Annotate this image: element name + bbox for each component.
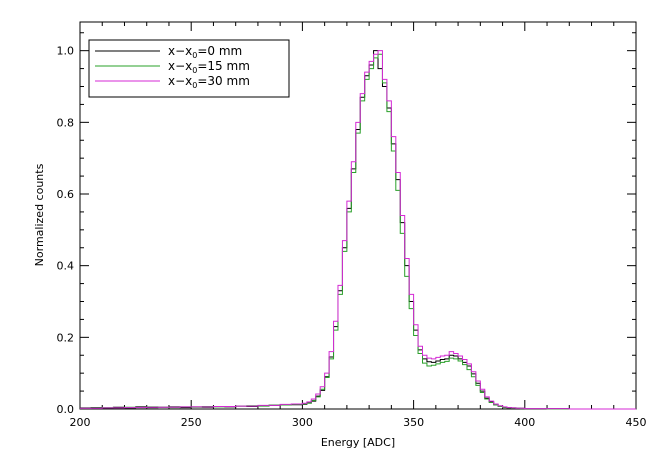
series-line-2	[80, 50, 636, 410]
legend: x−x0=0 mmx−x0=15 mmx−x0=30 mm	[88, 39, 290, 98]
y-tick-label: 0.6	[57, 188, 75, 201]
y-tick-label: 0.0	[57, 403, 75, 416]
series-line-1	[80, 53, 636, 410]
x-tick-label: 350	[403, 416, 424, 429]
plot-frame	[79, 21, 637, 410]
legend-label: x−x0=30 mm	[168, 74, 250, 90]
y-tick-label: 0.4	[57, 260, 75, 273]
series-layer	[80, 50, 636, 410]
x-tick-label: 400	[514, 416, 535, 429]
y-tick-label: 0.8	[57, 116, 75, 129]
legend-label: x−x0=0 mm	[168, 44, 242, 60]
y-axis-label: Normalized counts	[33, 163, 46, 266]
x-tick-label: 450	[626, 416, 647, 429]
legend-label: x−x0=15 mm	[168, 59, 250, 75]
x-tick-label: 300	[292, 416, 313, 429]
series-line-0	[80, 50, 636, 410]
y-tick-label: 0.2	[57, 331, 75, 344]
x-tick-label: 200	[70, 416, 91, 429]
y-axis-ticks: 0.0 0.2 0.4 0.6 0.8 1.0	[57, 32, 636, 416]
x-tick-label: 250	[181, 416, 202, 429]
x-axis-ticks: 200 250 300 350 400 450	[70, 22, 647, 429]
x-axis-label: Energy [ADC]	[321, 436, 395, 449]
y-tick-label: 1.0	[57, 45, 75, 58]
legend-box	[88, 39, 290, 98]
